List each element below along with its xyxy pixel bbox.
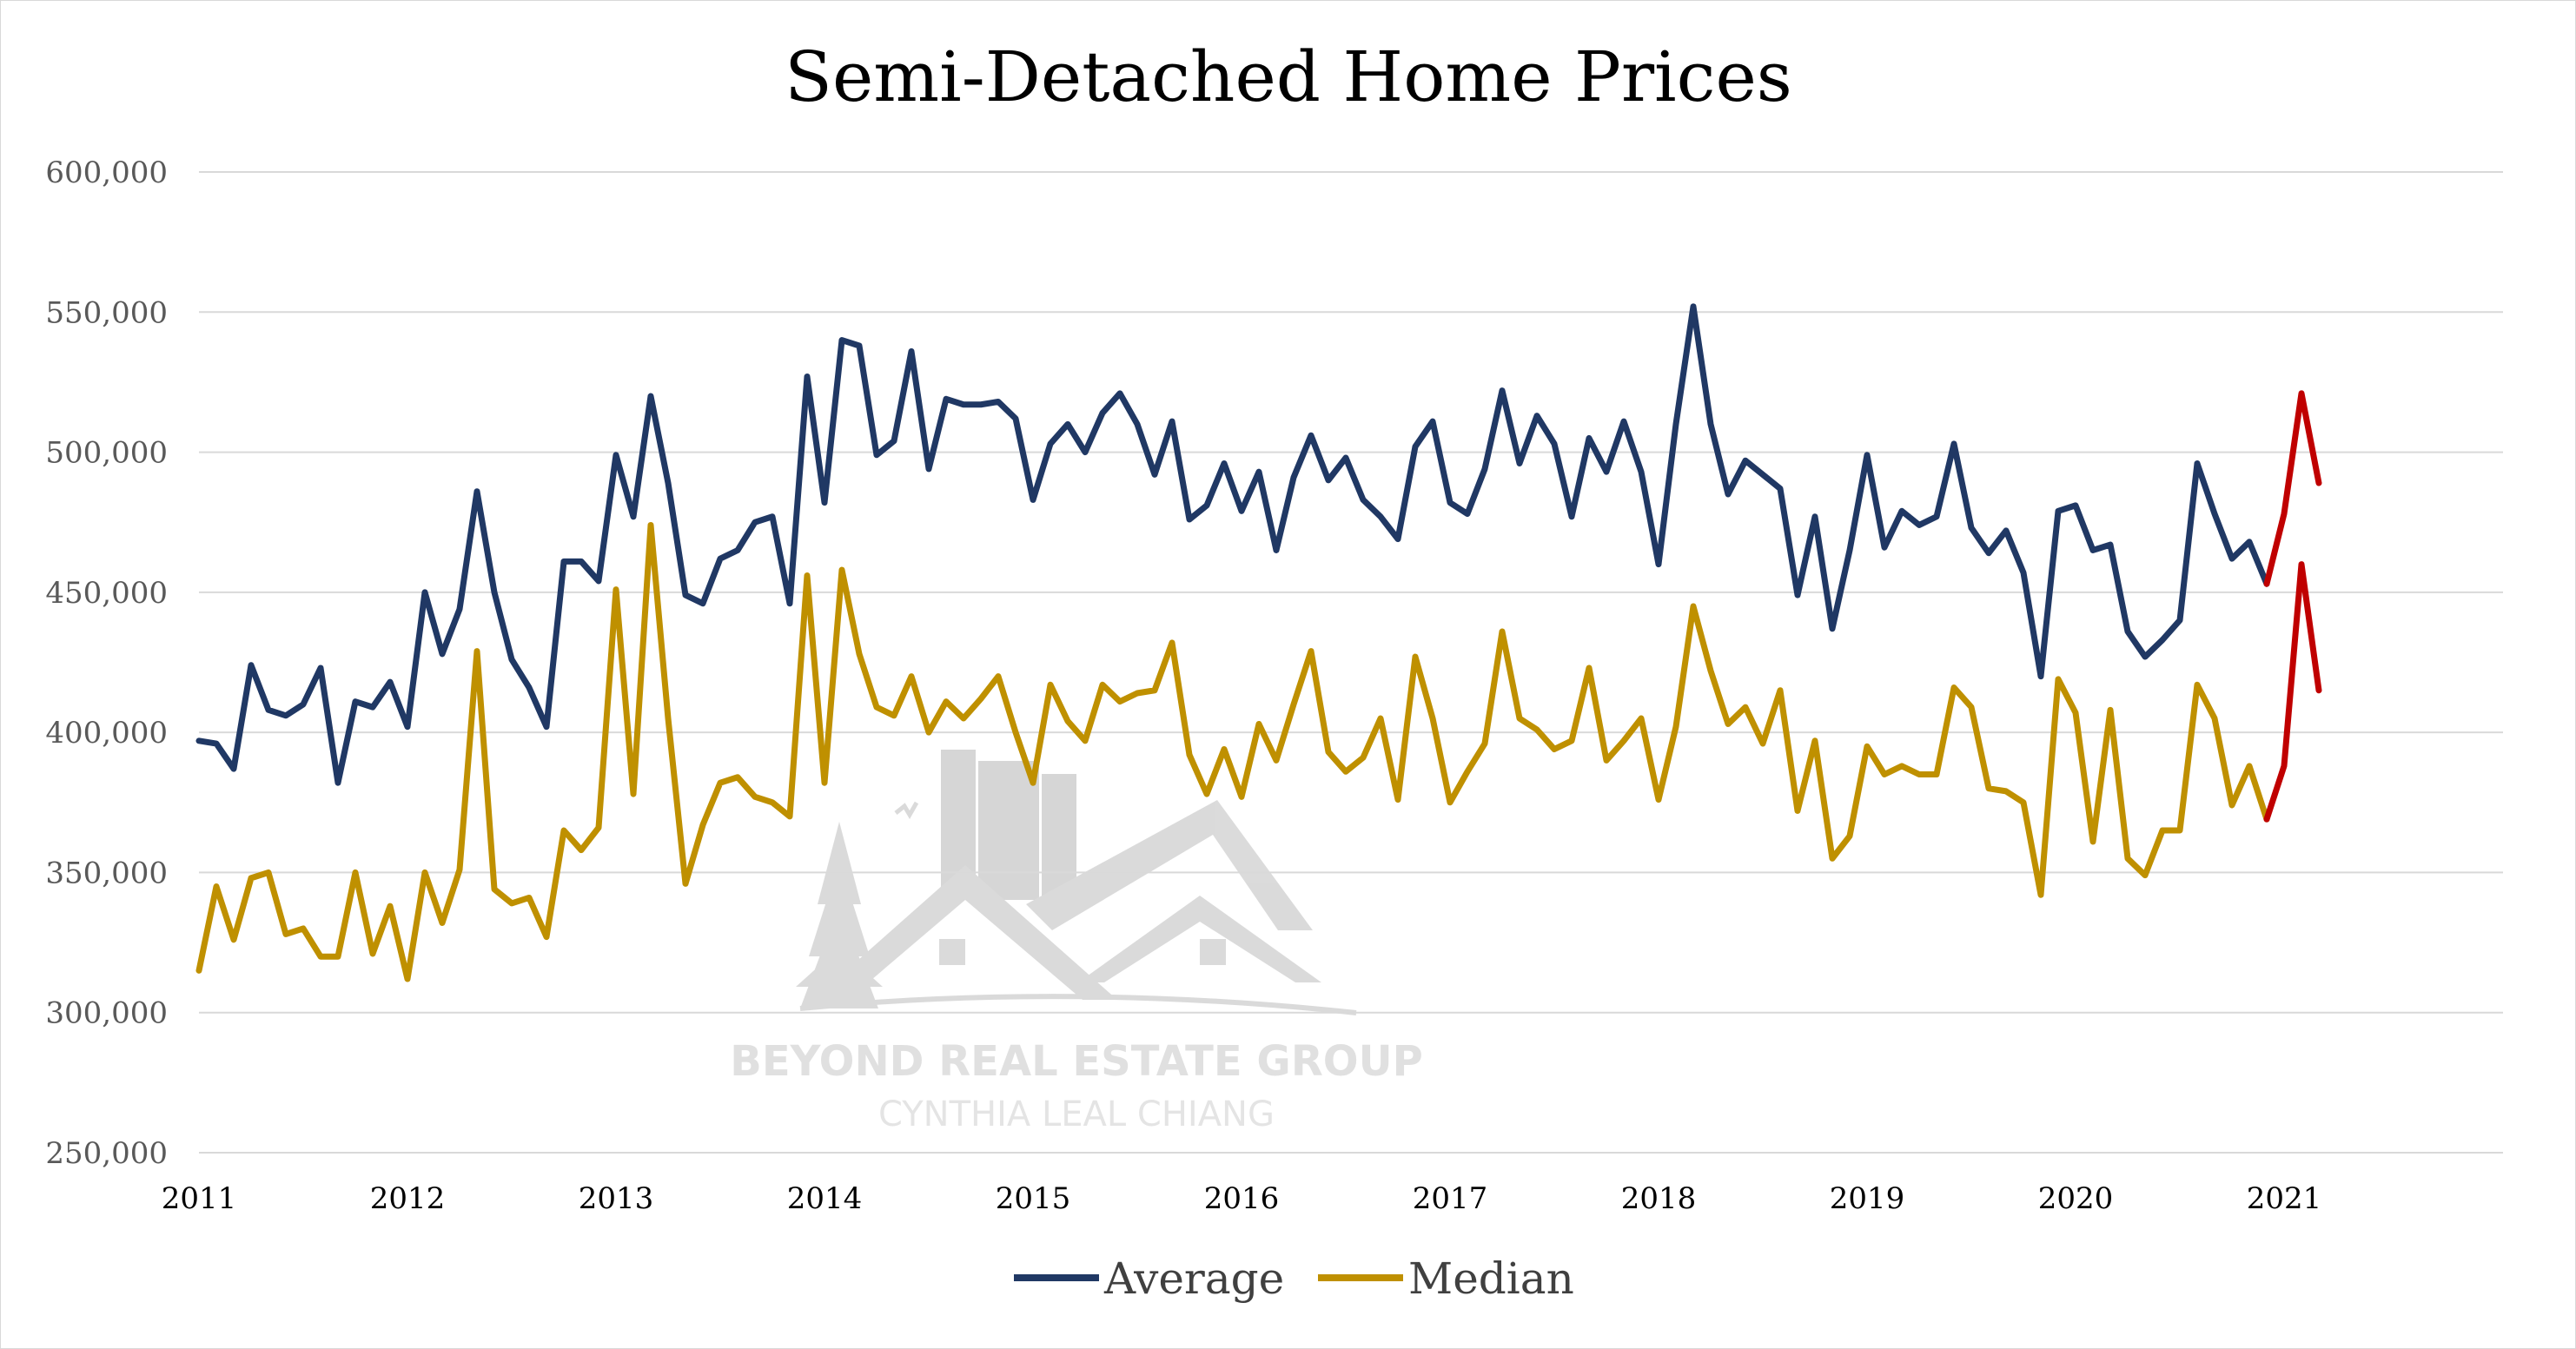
series-highlight-median bbox=[2263, 561, 2322, 823]
series-line-median bbox=[195, 521, 2270, 982]
y-tick-label: 300,000 bbox=[45, 996, 168, 1031]
y-tick-label: 250,000 bbox=[45, 1136, 168, 1171]
x-tick-label: 2014 bbox=[787, 1181, 863, 1216]
watermark-line1: BEYOND REAL ESTATE GROUP bbox=[730, 1037, 1423, 1086]
chart-title: Semi-Detached Home Prices bbox=[785, 36, 1792, 117]
x-tick-label: 2018 bbox=[1621, 1181, 1697, 1216]
x-tick-label: 2016 bbox=[1204, 1181, 1280, 1216]
y-tick-label: 350,000 bbox=[45, 856, 168, 890]
watermark-line2: CYNTHIA LEAL CHIANG bbox=[878, 1094, 1275, 1134]
x-tick-label: 2020 bbox=[2038, 1181, 2114, 1216]
x-tick-label: 2012 bbox=[370, 1181, 446, 1216]
x-axis: 2011 2012 2013 2014 2015 2016 2017 2018 2019 2020… bbox=[162, 1181, 2322, 1216]
legend: Average Median bbox=[1014, 1253, 1574, 1304]
series-line-average bbox=[195, 303, 2270, 786]
legend-item-average: Average bbox=[1014, 1253, 1284, 1304]
x-tick-label: 2017 bbox=[1413, 1181, 1488, 1216]
house-icon bbox=[813, 800, 1321, 1000]
y-tick-label: 550,000 bbox=[45, 295, 168, 330]
x-tick-label: 2021 bbox=[2247, 1181, 2322, 1216]
swoosh-line bbox=[799, 994, 1357, 1015]
y-tick-label: 450,000 bbox=[45, 576, 168, 611]
legend-item-median: Median bbox=[1318, 1253, 1574, 1304]
legend-label-average: Average bbox=[1103, 1253, 1284, 1304]
series-layer bbox=[195, 303, 2322, 982]
y-tick-label: 500,000 bbox=[45, 436, 168, 471]
x-tick-label: 2019 bbox=[1830, 1181, 1905, 1216]
grid-lines bbox=[199, 171, 2503, 1154]
y-axis: 250,000 300,000 350,000 400,000 450,000 500,0… bbox=[45, 155, 168, 1171]
series-highlight-average bbox=[2263, 390, 2322, 587]
y-tick-label: 400,000 bbox=[45, 716, 168, 751]
x-tick-label: 2015 bbox=[996, 1181, 1071, 1216]
y-tick-label: 600,000 bbox=[45, 155, 168, 190]
bird-icon bbox=[894, 801, 919, 819]
x-tick-label: 2013 bbox=[579, 1181, 654, 1216]
legend-label-median: Median bbox=[1408, 1253, 1574, 1304]
x-tick-label: 2011 bbox=[162, 1181, 237, 1216]
watermark-logo: BEYOND REAL ESTATE GROUP CYNTHIA LEAL CH… bbox=[730, 750, 1423, 1134]
